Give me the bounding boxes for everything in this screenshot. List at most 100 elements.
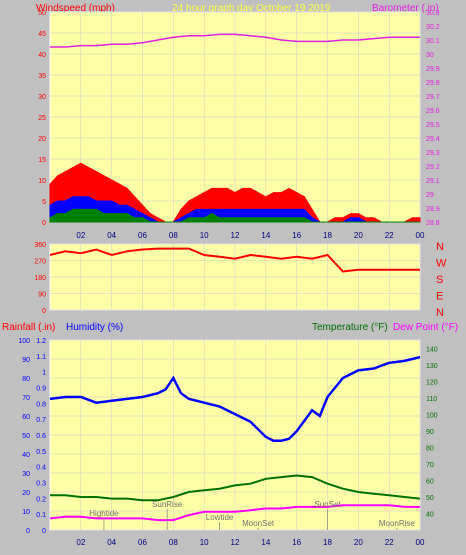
graph-title: 24 hour graph day October 19 2019: [172, 3, 331, 14]
wind-x-tick-label: 08: [169, 231, 178, 240]
windspeed-tick-label: 30: [38, 94, 46, 101]
humidity-ticks: 0 10 20 30 40 50 60 70 80 90 100: [18, 338, 30, 535]
humidity-axis-title: Humidity (%): [66, 322, 123, 333]
windspeed-tick-label: 15: [38, 157, 46, 164]
direction-tick-label: 270: [34, 259, 46, 266]
humidity-tick-label: 10: [22, 509, 30, 516]
humidity-tick-label: 30: [22, 471, 30, 478]
windspeed-tick-label: 5: [42, 199, 46, 206]
barometer-tick-label: 28.8: [426, 220, 440, 227]
temperature-tick-label: 100: [426, 412, 438, 419]
humidity-x-ticks: 02 04 06 08 10 12 14 16 18 20 22 00: [76, 538, 425, 547]
annotation-label: MoonRise: [379, 519, 416, 528]
wind-grid: [50, 11, 421, 223]
windspeed-tick-label: 35: [38, 73, 46, 80]
windspeed-tick-label: 25: [38, 115, 46, 122]
windspeed-axis-title: Windspeed (mph): [36, 3, 115, 14]
temperature-tick-label: 120: [426, 379, 438, 386]
barometer-tick-label: 29.4: [426, 136, 440, 143]
barometer-tick-label: 29.1: [426, 178, 440, 185]
compass-label: N: [436, 241, 444, 253]
humidity-x-tick-label: 22: [385, 538, 394, 547]
humidity-x-tick-label: 14: [261, 538, 270, 547]
barometer-tick-label: 29.6: [426, 108, 440, 115]
humidity-x-tick-label: 04: [107, 538, 116, 547]
barometer-tick-label: 29.8: [426, 80, 440, 87]
temperature-tick-label: 140: [426, 346, 438, 353]
barometer-tick-label: 28.9: [426, 206, 440, 213]
annotation-label: SunSet: [314, 500, 341, 509]
windspeed-tick-label: 50: [38, 10, 46, 17]
barometer-ticks: 28.8 28.9 29 29.1 29.2 29.3 29.4 29.5 29.6 29.7 29…: [426, 10, 440, 227]
barometer-tick-label: 29.3: [426, 150, 440, 157]
wind-direction-line: [49, 247, 420, 273]
compass-label: S: [436, 274, 443, 286]
direction-tick-label: 180: [34, 275, 46, 282]
compass-label: N: [436, 307, 444, 319]
dewpoint-line: [49, 504, 420, 522]
humidity-tick-label: 90: [22, 357, 30, 364]
compass-label: E: [436, 291, 443, 303]
rainfall-tick-label: 0.2: [36, 496, 46, 503]
humidity-tick-label: 70: [22, 395, 30, 402]
wind-x-tick-label: 14: [261, 231, 270, 240]
rainfall-axis-title: Rainfall (.in): [2, 322, 55, 333]
rainfall-tick-label: 0.6: [36, 433, 46, 440]
humidity-line: [49, 355, 421, 442]
windspeed-tick-label: 20: [38, 136, 46, 143]
rainfall-tick-label: 1: [42, 370, 46, 377]
wind-x-tick-label: 18: [323, 231, 332, 240]
direction-grid: [50, 243, 421, 311]
rainfall-tick-label: 0.4: [36, 465, 46, 472]
direction-tick-label: 0: [42, 308, 46, 315]
temperature-tick-label: 80: [426, 445, 434, 452]
direction-tick-label: 90: [38, 292, 46, 299]
humidity-x-tick-label: 10: [200, 538, 209, 547]
wind-x-tick-label: 10: [200, 231, 209, 240]
rainfall-tick-label: 0.8: [36, 401, 46, 408]
humidity-tick-label: 0: [26, 528, 30, 535]
temperature-axis-title: Temperature (°F): [312, 322, 388, 333]
wind-x-tick-label: 00: [416, 231, 425, 240]
compass-label: W: [436, 258, 447, 270]
humidity-x-tick-label: 12: [231, 538, 240, 547]
windspeed-tick-label: 10: [38, 178, 46, 185]
temperature-tick-label: 50: [426, 495, 434, 502]
windspeed-tick-label: 0: [42, 220, 46, 227]
windspeed-tick-label: 40: [38, 52, 46, 59]
barometer-tick-label: 29: [426, 192, 434, 199]
temperature-tick-label: 110: [426, 396, 437, 403]
barometer-tick-label: 30.1: [426, 38, 440, 45]
temperature-tick-label: 40: [426, 511, 434, 518]
barometer-tick-label: 29.5: [426, 122, 440, 129]
barometer-tick-label: 29.7: [426, 94, 440, 101]
wind-average-area: [49, 196, 420, 223]
temperature-line: [50, 474, 421, 502]
rainfall-tick-label: 1.1: [36, 354, 46, 361]
temperature-tick-label: 130: [426, 363, 438, 370]
temperature-tick-label: 70: [426, 462, 434, 469]
rainfall-tick-label: 0: [42, 528, 46, 535]
humidity-x-tick-label: 20: [354, 538, 363, 547]
direction-ticks: 0 90 180 270 360: [34, 242, 46, 315]
rainfall-tick-label: 0.9: [36, 386, 46, 393]
humidity-x-tick-label: 16: [292, 538, 301, 547]
direction-series: [49, 247, 420, 273]
rainfall-tick-label: 0.5: [36, 449, 46, 456]
wind-x-tick-label: 02: [76, 231, 85, 240]
rainfall-tick-label: 0.1: [36, 512, 46, 519]
humidity-x-tick-label: 00: [416, 538, 425, 547]
humidity-series: [49, 355, 421, 522]
temperature-tick-label: 90: [426, 429, 434, 436]
wind-x-tick-label: 04: [107, 231, 116, 240]
wind-x-tick-label: 06: [138, 231, 147, 240]
barometer-axis-title: Barometer (.in): [372, 3, 439, 14]
wind-x-tick-label: 16: [292, 231, 301, 240]
barometer-tick-label: 29.2: [426, 164, 440, 171]
rainfall-tick-label: 1.2: [36, 338, 46, 345]
humidity-x-tick-label: 02: [76, 538, 85, 547]
annotation-label: SunRise: [152, 500, 183, 509]
humidity-tick-label: 80: [22, 376, 30, 383]
